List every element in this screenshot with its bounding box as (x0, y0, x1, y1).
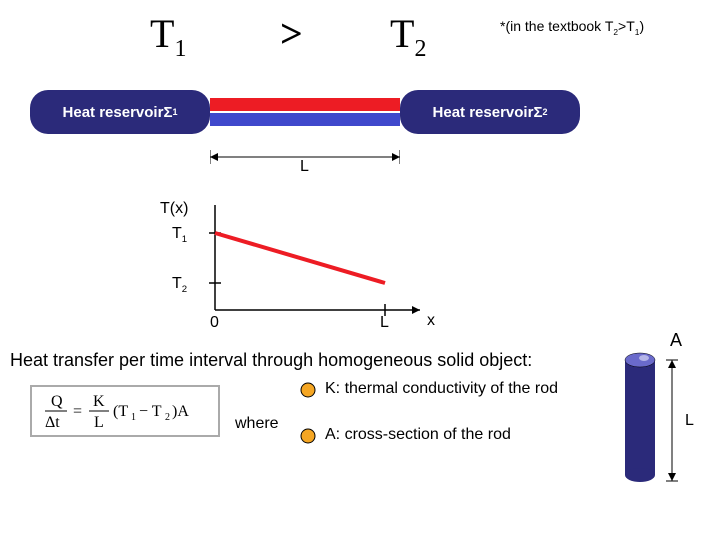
svg-text:K: K (93, 393, 105, 410)
length-label-l: L (300, 158, 309, 176)
svg-text:− T: − T (139, 403, 162, 420)
bullet-icon (300, 382, 316, 398)
cylinder-a-label: A (670, 330, 682, 351)
temp-t2: T2 (390, 10, 426, 63)
bullet-icon (300, 428, 316, 444)
svg-text:Q: Q (51, 393, 63, 410)
svg-text:L: L (94, 414, 104, 431)
cylinder-icon (615, 350, 665, 490)
cylinder-l-dimension (665, 358, 685, 486)
graph-t1-tick: T1 (172, 225, 187, 245)
k-definition: K: thermal conductivity of the rod (325, 380, 558, 398)
graph-x0-label: 0 (210, 314, 219, 332)
svg-text:)A: )A (172, 403, 189, 420)
graph-y-label: T(x) (160, 200, 188, 218)
where-label: where (235, 415, 279, 433)
rod-icon (210, 98, 400, 126)
svg-text:Δt: Δt (45, 414, 60, 431)
graph-x-axis-label: x (427, 312, 435, 330)
svg-text:(T: (T (113, 403, 128, 420)
cylinder-l-label: L (685, 412, 694, 430)
graph-t2-tick: T2 (172, 275, 187, 295)
svg-text:=: = (73, 403, 82, 420)
temp-t1: T1 (150, 10, 186, 63)
a-definition: A: cross-section of the rod (325, 426, 511, 444)
heat-reservoir-2: Heat reservoir Σ2 (400, 90, 580, 134)
heat-transfer-heading: Heat transfer per time interval through … (10, 350, 532, 371)
graph-xl-label: L (380, 314, 389, 332)
svg-text:2: 2 (165, 412, 170, 423)
svg-text:1: 1 (131, 412, 136, 423)
textbook-note: *(in the textbook T2>T1) (500, 18, 644, 37)
greater-than-symbol: > (280, 10, 303, 57)
heat-equation: Q Δt = K L (T 1 − T 2 )A (30, 385, 220, 437)
temperature-graph (205, 205, 435, 325)
heat-reservoir-1: Heat reservoir Σ1 (30, 90, 210, 134)
